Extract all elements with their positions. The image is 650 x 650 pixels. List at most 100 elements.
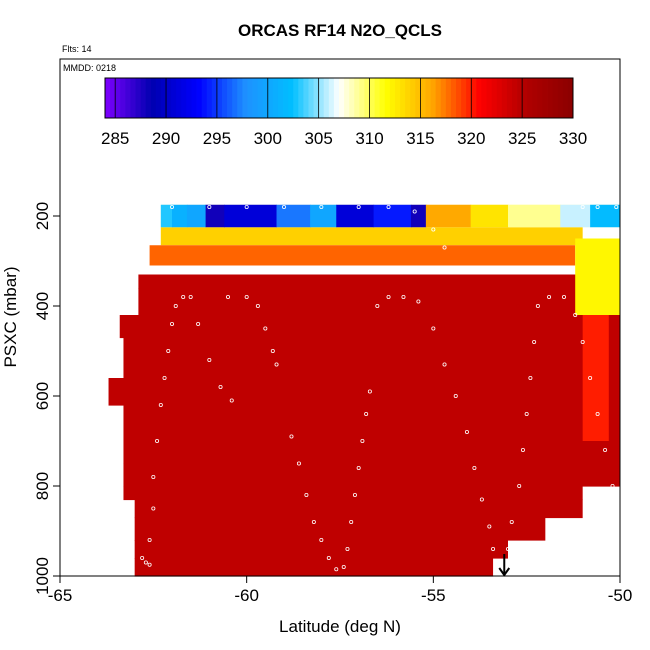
colorbar-swatch xyxy=(415,78,421,118)
y-tick-label: 200 xyxy=(33,202,52,230)
colorbar-swatch xyxy=(333,78,340,118)
colorbar-swatch xyxy=(389,78,396,118)
coverage-cell xyxy=(134,517,546,541)
colorbar-swatch xyxy=(298,78,304,118)
heatmap-cell xyxy=(310,204,337,228)
colorbar-swatch xyxy=(461,78,467,118)
plot-frame xyxy=(59,58,621,577)
flight-track-point xyxy=(173,303,178,308)
colorbar-swatch xyxy=(450,78,457,118)
colorbar-swatch xyxy=(252,78,259,118)
colorbar-swatch xyxy=(216,78,223,118)
flight-track-point xyxy=(270,348,275,353)
colorbar-swatch xyxy=(405,78,411,118)
x-tick-label: -55 xyxy=(421,586,446,605)
flight-track-point xyxy=(494,560,499,565)
colorbar-swatch xyxy=(206,78,213,118)
colorbar-swatch xyxy=(435,78,442,118)
flight-track-point xyxy=(349,520,354,525)
flight-track-point xyxy=(520,447,525,452)
flight-track-point xyxy=(528,375,533,380)
flight-track-point xyxy=(289,434,294,439)
colorbar-swatch xyxy=(171,78,177,118)
colorbar-swatch xyxy=(420,78,426,118)
flight-track-point xyxy=(244,294,249,299)
colorbar-swatch xyxy=(491,78,498,118)
colorbar-swatch xyxy=(323,78,330,118)
y-axis-label: PSXC (mbar) xyxy=(1,266,20,367)
colorbar-swatch xyxy=(562,78,569,118)
colorbar-swatch xyxy=(222,78,228,118)
flights-label: Flts: 14 xyxy=(62,44,92,54)
flight-track-point xyxy=(181,294,186,299)
flight-track-point xyxy=(140,556,145,561)
colorbar-swatch xyxy=(277,78,284,118)
colorbar-tick-label: 315 xyxy=(406,129,434,148)
colorbar-swatch xyxy=(110,78,116,118)
colorbar-swatch xyxy=(344,78,350,118)
flight-track-point xyxy=(442,362,447,367)
colorbar-swatch xyxy=(384,78,391,118)
colorbar-swatch xyxy=(471,78,477,118)
flight-track-point xyxy=(263,326,268,331)
colorbar-swatch xyxy=(511,78,518,118)
colorbar-swatch xyxy=(155,78,162,118)
colorbar-tick-label: 330 xyxy=(559,129,587,148)
flight-track-point xyxy=(244,204,249,209)
heatmap-cell xyxy=(425,204,472,228)
colorbar-tick-label: 290 xyxy=(152,129,180,148)
coverage-cell xyxy=(134,499,583,519)
date-label: MMDD: 0218 xyxy=(63,63,116,73)
flight-track-point xyxy=(147,538,152,543)
coverage-cell xyxy=(138,288,620,316)
flight-track-point xyxy=(479,497,484,502)
colorbar-swatch xyxy=(410,78,416,118)
flight-track-point xyxy=(356,465,361,470)
colorbar-swatch xyxy=(496,78,503,118)
colorbar-swatch xyxy=(308,78,314,118)
y-tick-label: 400 xyxy=(33,292,52,320)
y-tick-label: 800 xyxy=(33,472,52,500)
colorbar-swatch xyxy=(232,78,238,118)
colorbar-swatch xyxy=(120,78,126,118)
heatmap-cell xyxy=(508,204,561,228)
flight-track-point xyxy=(603,447,608,452)
colorbar-swatch xyxy=(476,78,482,118)
flight-track-point xyxy=(610,483,615,488)
colorbar-swatch xyxy=(247,78,253,118)
colorbar-swatch xyxy=(532,78,538,118)
flight-track-point xyxy=(169,204,174,209)
flight-track-point xyxy=(151,506,156,511)
colorbar-swatch xyxy=(425,78,431,118)
flight-track-point xyxy=(207,357,212,362)
x-axis-label: Latitude (deg N) xyxy=(279,617,401,636)
colorbar-swatch xyxy=(339,78,345,118)
colorbar-swatch xyxy=(328,78,335,118)
colorbar-swatch xyxy=(303,78,309,118)
colorbar-swatch xyxy=(166,78,172,118)
axes: -65 -60 -55 -50 200 400 600 800 1000 xyxy=(33,202,632,605)
flight-track-point xyxy=(364,411,369,416)
coverage-cell xyxy=(123,405,620,465)
flight-track-point xyxy=(532,339,537,344)
flight-track-point xyxy=(386,204,391,209)
colorbar-swatch xyxy=(506,78,513,118)
flight-track-point xyxy=(580,339,585,344)
colorbar-swatch xyxy=(176,78,182,118)
y-tick-label: 1000 xyxy=(33,557,52,595)
colorbar-swatch xyxy=(456,78,462,118)
x-tick-label: -50 xyxy=(608,586,633,605)
flight-track-point xyxy=(535,303,540,308)
colorbar-swatch xyxy=(354,78,360,118)
flight-track-point xyxy=(505,547,510,552)
colorbar-swatch xyxy=(527,78,533,118)
coverage-cell xyxy=(123,463,620,487)
flight-track-point xyxy=(491,547,496,552)
colorbar-swatch xyxy=(242,78,248,118)
colorbar-swatch xyxy=(359,78,365,118)
heatmap-cell xyxy=(186,204,207,228)
colorbar-swatch xyxy=(293,78,299,118)
flight-track-point xyxy=(326,556,331,561)
flight-track-point xyxy=(517,483,522,488)
